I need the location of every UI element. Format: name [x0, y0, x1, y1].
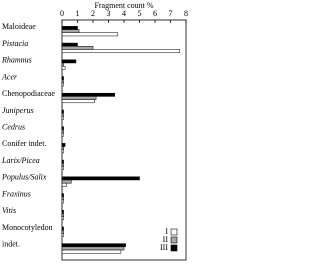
bar — [61, 46, 94, 50]
bar — [61, 249, 122, 254]
bar — [61, 193, 64, 197]
bar — [61, 226, 64, 231]
bar — [61, 76, 64, 80]
bar — [61, 179, 72, 184]
bar — [61, 92, 115, 97]
bar — [61, 143, 66, 147]
category-label: Fraxinus — [1, 189, 31, 198]
bar — [61, 42, 78, 47]
category-label: Larix/Picea — [1, 156, 40, 165]
category-label: Maloideae — [2, 22, 36, 31]
bar — [61, 126, 64, 131]
bar — [61, 163, 64, 167]
bar — [61, 99, 95, 104]
bar — [61, 116, 64, 120]
x-tick-label: 0 — [60, 9, 64, 18]
legend-swatch — [170, 228, 178, 236]
bar — [61, 59, 77, 64]
category-label: Juniperus — [2, 106, 34, 115]
bar — [61, 29, 80, 34]
category-label: Rhamnus — [1, 56, 32, 65]
axis-title: Fragment count % — [94, 1, 153, 10]
x-tick-label: 4 — [122, 9, 126, 18]
legend-label: I — [165, 227, 168, 236]
bar — [61, 159, 64, 164]
category-label: Chenopodiaceae — [2, 89, 55, 98]
category-label: Monocotyledon — [2, 223, 53, 232]
category-label: Acer — [1, 72, 18, 81]
x-tick-label: 1 — [76, 9, 80, 18]
category-label: Cedrus — [2, 122, 25, 131]
legend-swatch — [170, 236, 178, 244]
bar — [61, 32, 119, 37]
bar — [61, 79, 64, 84]
bar — [61, 132, 64, 137]
bar — [61, 246, 125, 251]
bar — [61, 216, 64, 221]
x-tick-label: 8 — [184, 9, 188, 18]
bar — [61, 112, 64, 117]
x-tick-label: 7 — [169, 9, 173, 18]
bar — [61, 243, 126, 248]
bar — [61, 229, 64, 234]
bar — [61, 49, 181, 53]
chart: Fragment count % 0 1 2 3 4 5 6 7 8 Maloideae Pista… — [1, 1, 188, 261]
bar — [61, 149, 64, 154]
x-tick-label: 5 — [138, 9, 142, 18]
bar — [61, 233, 64, 237]
bar — [61, 199, 64, 204]
category-label: Pistacia — [1, 39, 28, 48]
bar — [61, 213, 64, 217]
legend-label: III — [160, 243, 168, 252]
bar — [61, 182, 67, 187]
legend-swatch — [170, 244, 178, 252]
bar — [61, 65, 66, 70]
bar — [61, 209, 64, 214]
x-tick-label: 3 — [107, 9, 111, 18]
bar — [61, 196, 64, 201]
bar — [61, 129, 64, 134]
bar — [61, 176, 140, 181]
bar — [61, 62, 64, 67]
category-label: Conifer indet. — [2, 139, 46, 148]
category-label: indet. — [2, 239, 20, 248]
bar — [61, 82, 64, 87]
bar — [61, 26, 78, 30]
legend-label: II — [163, 235, 169, 244]
bar — [61, 166, 64, 170]
bar — [61, 146, 64, 151]
bar — [61, 109, 64, 114]
category-label: Vitis — [2, 206, 16, 215]
category-label: Populus/Salix — [1, 173, 47, 182]
x-tick-label: 6 — [153, 9, 157, 18]
x-tick-label: 2 — [91, 9, 95, 18]
plot-frame — [61, 19, 187, 261]
bar — [61, 96, 97, 100]
